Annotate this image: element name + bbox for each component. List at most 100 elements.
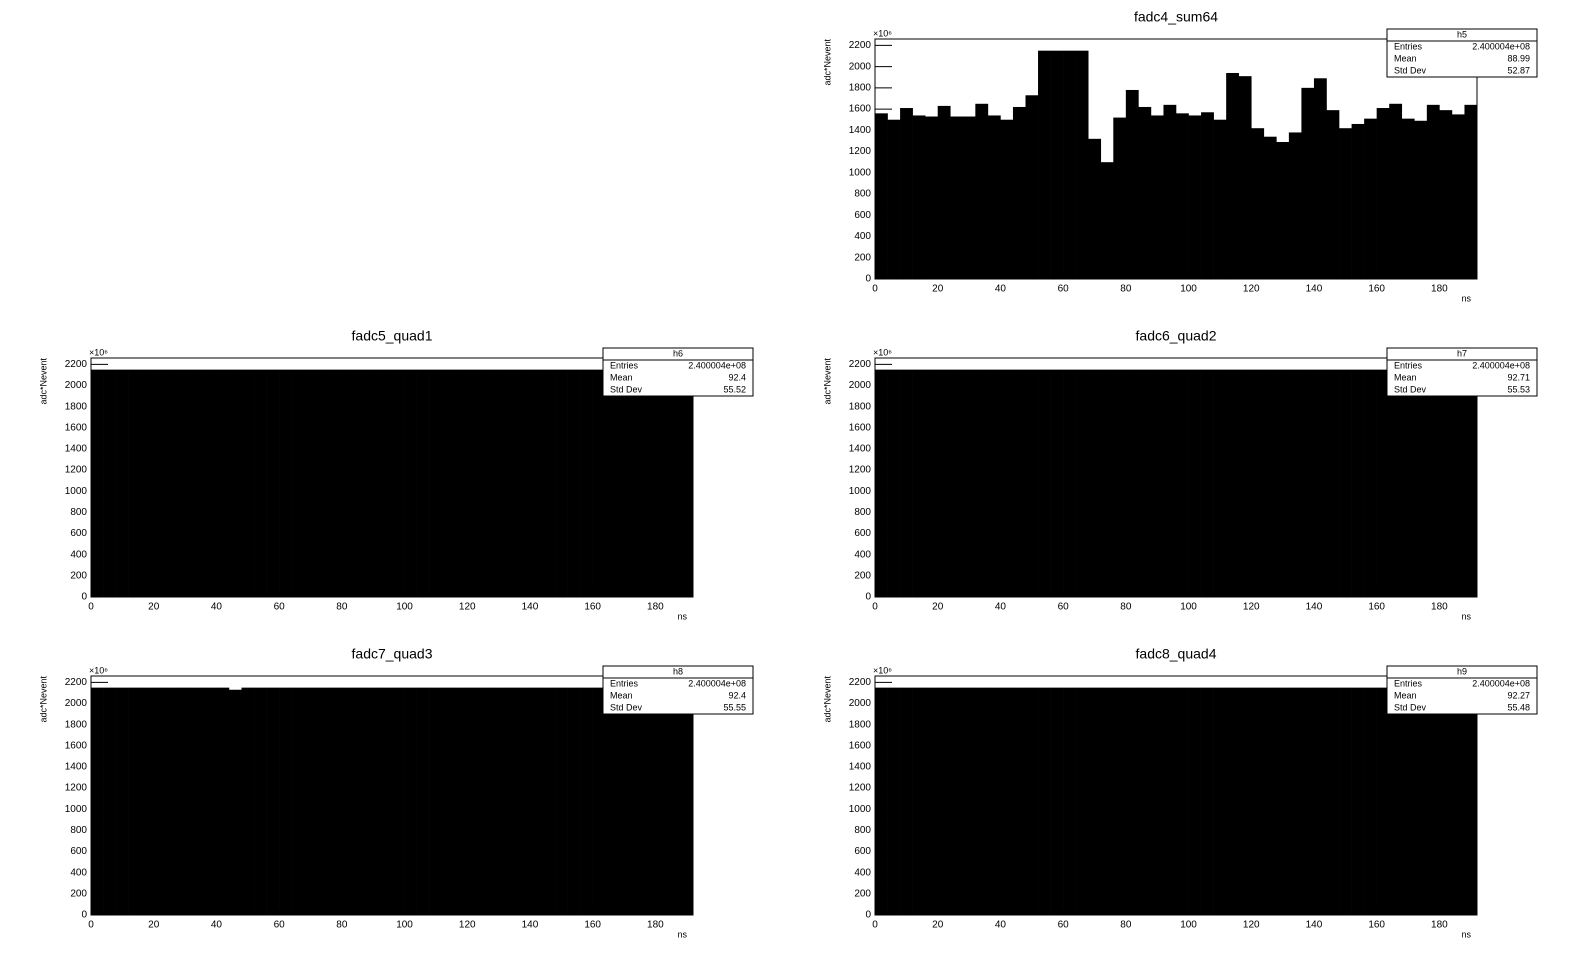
histogram-bar xyxy=(316,687,330,915)
x-tick-label: 40 xyxy=(995,920,1007,931)
stats-value: 2.400004e+08 xyxy=(1472,678,1530,688)
y-tick-label: 1800 xyxy=(65,719,88,730)
histogram-bar xyxy=(404,687,418,915)
histogram-bar xyxy=(442,369,456,597)
histogram-bar xyxy=(341,369,355,597)
chart-title: fadc8_quad4 xyxy=(1136,646,1217,662)
y-tick-label: 200 xyxy=(854,252,871,263)
x-tick-label: 180 xyxy=(1431,602,1448,613)
histogram-bar xyxy=(617,687,631,915)
histogram-bar xyxy=(962,116,976,279)
histogram-bar xyxy=(1364,118,1377,279)
histogram-bar xyxy=(1150,687,1164,915)
histogram-bar xyxy=(1426,369,1440,597)
stats-value: 55.55 xyxy=(723,702,746,712)
x-tick-label: 40 xyxy=(211,920,223,931)
x-tick-label: 160 xyxy=(584,920,601,931)
histogram-bar xyxy=(667,369,681,597)
histogram-bar xyxy=(1163,687,1177,915)
stats-name: h5 xyxy=(1457,29,1467,39)
stats-value: 88.99 xyxy=(1507,53,1530,63)
histogram-bar xyxy=(950,369,964,597)
histogram-bar xyxy=(354,369,368,597)
histogram-bar xyxy=(1439,110,1453,279)
stats-key: Std Dev xyxy=(610,702,643,712)
stats-value: 2.400004e+08 xyxy=(1472,41,1530,51)
histogram-bar xyxy=(1451,369,1465,597)
histogram-bar xyxy=(1439,369,1453,597)
histogram-bar xyxy=(166,687,180,915)
y-tick-label: 0 xyxy=(81,910,87,921)
histogram-bar xyxy=(1401,687,1415,915)
histogram-bar xyxy=(153,687,167,915)
histogram-bar xyxy=(1339,128,1352,279)
x-tick-label: 140 xyxy=(1306,602,1323,613)
x-tick-label: 60 xyxy=(1058,284,1070,295)
stats-box xyxy=(602,665,754,715)
x-axis-label: ns xyxy=(1461,293,1471,303)
x-tick-label: 160 xyxy=(1368,284,1385,295)
histogram-bar xyxy=(1100,687,1114,915)
histogram-bar xyxy=(254,687,267,915)
stats-value: 2.400004e+08 xyxy=(688,360,746,370)
histogram-bar xyxy=(1238,687,1252,915)
histogram-bar xyxy=(1050,687,1064,915)
histogram-bar xyxy=(1276,142,1290,279)
histogram-bar xyxy=(642,369,656,597)
histogram-bar xyxy=(912,687,926,915)
y-tick-label: 0 xyxy=(865,910,871,921)
histogram-bar xyxy=(128,369,142,597)
histogram-bar xyxy=(1251,369,1265,597)
histogram-panel: fadc5_quad102004006008001000120014001600… xyxy=(38,328,754,621)
stats-key: Entries xyxy=(610,360,639,370)
y-tick-label: 1200 xyxy=(65,465,88,476)
histogram-bar xyxy=(304,687,318,915)
histogram-bar xyxy=(1263,136,1277,279)
histogram-bar xyxy=(1138,369,1152,597)
histogram-bar xyxy=(567,369,581,597)
y-scale-label: ×10⁶ xyxy=(89,347,108,357)
histogram-bar xyxy=(1414,687,1428,915)
histogram-bar xyxy=(887,369,901,597)
y-scale-label: ×10⁶ xyxy=(873,28,892,38)
x-tick-label: 120 xyxy=(1243,602,1260,613)
histogram-bar xyxy=(1163,369,1177,597)
x-tick-label: 40 xyxy=(995,284,1007,295)
x-tick-label: 80 xyxy=(336,920,348,931)
histogram-bar xyxy=(1326,110,1340,279)
y-tick-label: 800 xyxy=(70,825,87,836)
stats-value: 92.27 xyxy=(1507,690,1530,700)
y-tick-label: 2200 xyxy=(849,677,872,688)
x-tick-label: 160 xyxy=(1368,920,1385,931)
x-tick-label: 20 xyxy=(932,602,944,613)
histogram-bar xyxy=(1464,369,1478,597)
stats-box xyxy=(1386,665,1538,715)
y-tick-label: 400 xyxy=(854,231,871,242)
histogram-bar xyxy=(1401,369,1415,597)
stats-value: 55.53 xyxy=(1507,384,1530,394)
histogram-bar xyxy=(1075,369,1089,597)
histogram-bar xyxy=(1138,106,1152,279)
y-tick-label: 1600 xyxy=(65,422,88,433)
histogram-bar xyxy=(1088,138,1102,279)
stats-key: Entries xyxy=(1394,360,1423,370)
histogram-bar xyxy=(1351,687,1365,915)
y-tick-label: 1600 xyxy=(849,740,872,751)
histogram-bar xyxy=(925,687,939,915)
y-tick-label: 1200 xyxy=(849,146,872,157)
histogram-bar xyxy=(950,687,964,915)
y-tick-label: 1000 xyxy=(849,167,872,178)
stats-value: 55.48 xyxy=(1507,702,1530,712)
histogram-bar xyxy=(454,687,468,915)
x-tick-label: 60 xyxy=(1058,602,1070,613)
histogram-bar xyxy=(592,369,606,597)
stats-key: Mean xyxy=(1394,690,1417,700)
histogram-bar xyxy=(1414,120,1428,279)
histogram-bar xyxy=(1213,687,1227,915)
stats-name: h7 xyxy=(1457,348,1467,358)
histogram-bar xyxy=(975,687,989,915)
histogram-bar xyxy=(91,687,104,915)
histogram-bar xyxy=(1025,369,1039,597)
stats-box xyxy=(1386,347,1538,397)
histogram-panel: fadc8_quad402004006008001000120014001600… xyxy=(822,646,1538,939)
